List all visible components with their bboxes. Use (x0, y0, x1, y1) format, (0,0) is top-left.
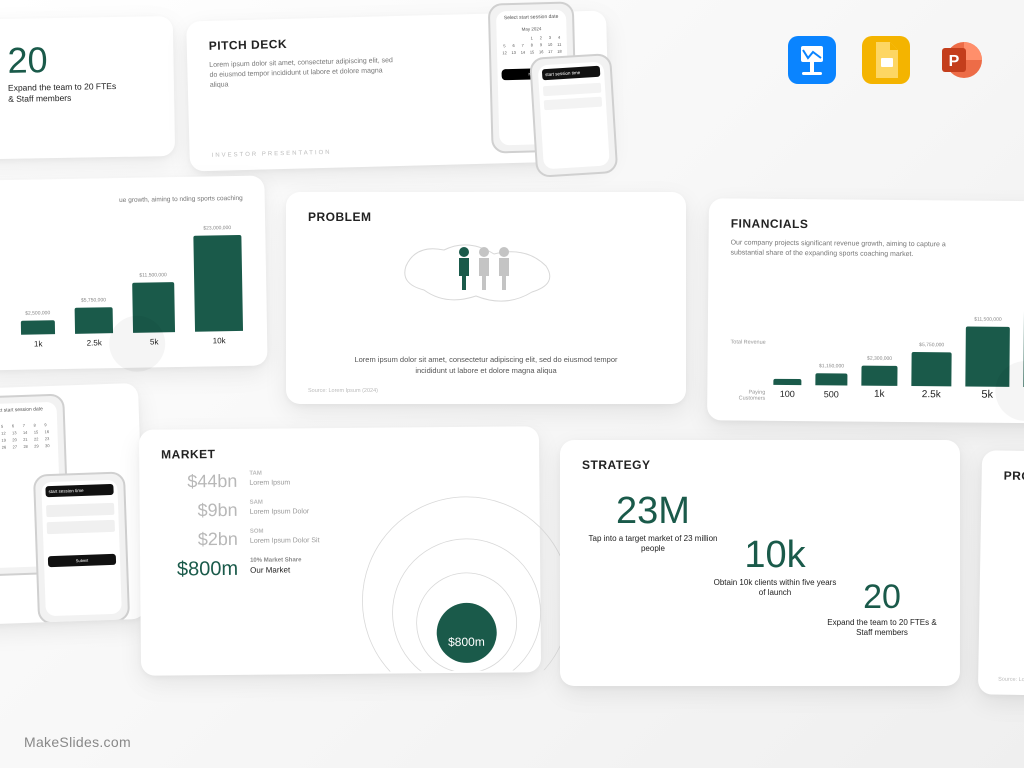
fin-rowlabel-a: Total Revenue (726, 340, 766, 347)
keynote-icon (788, 36, 836, 84)
card-pitch-deck: PITCH DECK Lorem ipsum dolor sit amet, c… (186, 11, 610, 172)
pitch-footer: INVESTOR PRESENTATION (212, 150, 332, 159)
s1-num: 23M (588, 492, 718, 530)
problem-body: Lorem ipsum dolor sit amet, consectetur … (346, 355, 626, 376)
app-icons-row: P (788, 36, 984, 84)
phone-session: start session time (542, 66, 601, 81)
s2-desc: Obtain 10k clients within five years of … (710, 578, 840, 599)
problem2-title: PROBLEM (1004, 469, 1024, 486)
goal-20-desc: Expand the team to 20 FTEs & Staff membe… (8, 81, 118, 105)
problem2-source: Source: Lorem Ipsum ... (998, 677, 1024, 684)
pitch-body: Lorem ipsum dolor sit amet, consectetur … (209, 56, 400, 90)
problem-source: Source: Lorem Ipsum (2024) (308, 388, 378, 394)
fin-sub: Our company projects significant revenue… (730, 238, 950, 260)
pitch-phone-front: start session time (529, 53, 618, 178)
market-final-val: $800m (162, 558, 238, 582)
strategy-title: STRATEGY (582, 458, 938, 472)
fin-title: FINANCIALS (731, 216, 1024, 233)
s1-desc: Tap into a target market of 23 million p… (588, 534, 718, 555)
s3-desc: Expand the team to 20 FTEs & Staff membe… (822, 618, 942, 639)
card-problem: PROBLEM Lorem ipsum dolor sit amet, cons… (286, 192, 686, 404)
phone-header: Select start session date (500, 14, 562, 22)
s2-num: 10k (710, 536, 840, 574)
problem-illustration (386, 226, 586, 316)
card-market: MARKET $44bn TAMLorem Ipsum $9bn SAMLore… (139, 426, 541, 675)
svg-text:P: P (949, 53, 960, 70)
barleft-sub: ue growth, aiming to nding sports coachi… (113, 194, 243, 205)
phone-month: May 2024 (500, 26, 562, 33)
market-bubble-label: $800m (448, 635, 485, 649)
card-goal-20: k s within nch 20 Expand the team to 20 … (0, 16, 175, 160)
powerpoint-icon: P (936, 36, 984, 84)
card-phone-mock: Select start session date 3456789 101112… (0, 383, 146, 625)
slides-icon (862, 36, 910, 84)
card-financials: FINANCIALS Our company projects signific… (707, 198, 1024, 423)
mock-phone-hdr: Select start session date (0, 406, 53, 415)
card-bar-left: ue growth, aiming to nding sports coachi… (0, 176, 268, 371)
problem-title: PROBLEM (308, 210, 664, 224)
s3-num: 20 (822, 580, 942, 614)
card-strategy: STRATEGY 23M Tap into a target market of… (560, 440, 960, 686)
card-problem-right: PROBLEM Source: Lorem Ipsum ... (978, 450, 1024, 697)
footer-brand: MakeSlides.com (24, 734, 131, 750)
fin-rowlabel-b: Paying Customers (725, 389, 765, 403)
goal-20-number: 20 (7, 41, 118, 79)
